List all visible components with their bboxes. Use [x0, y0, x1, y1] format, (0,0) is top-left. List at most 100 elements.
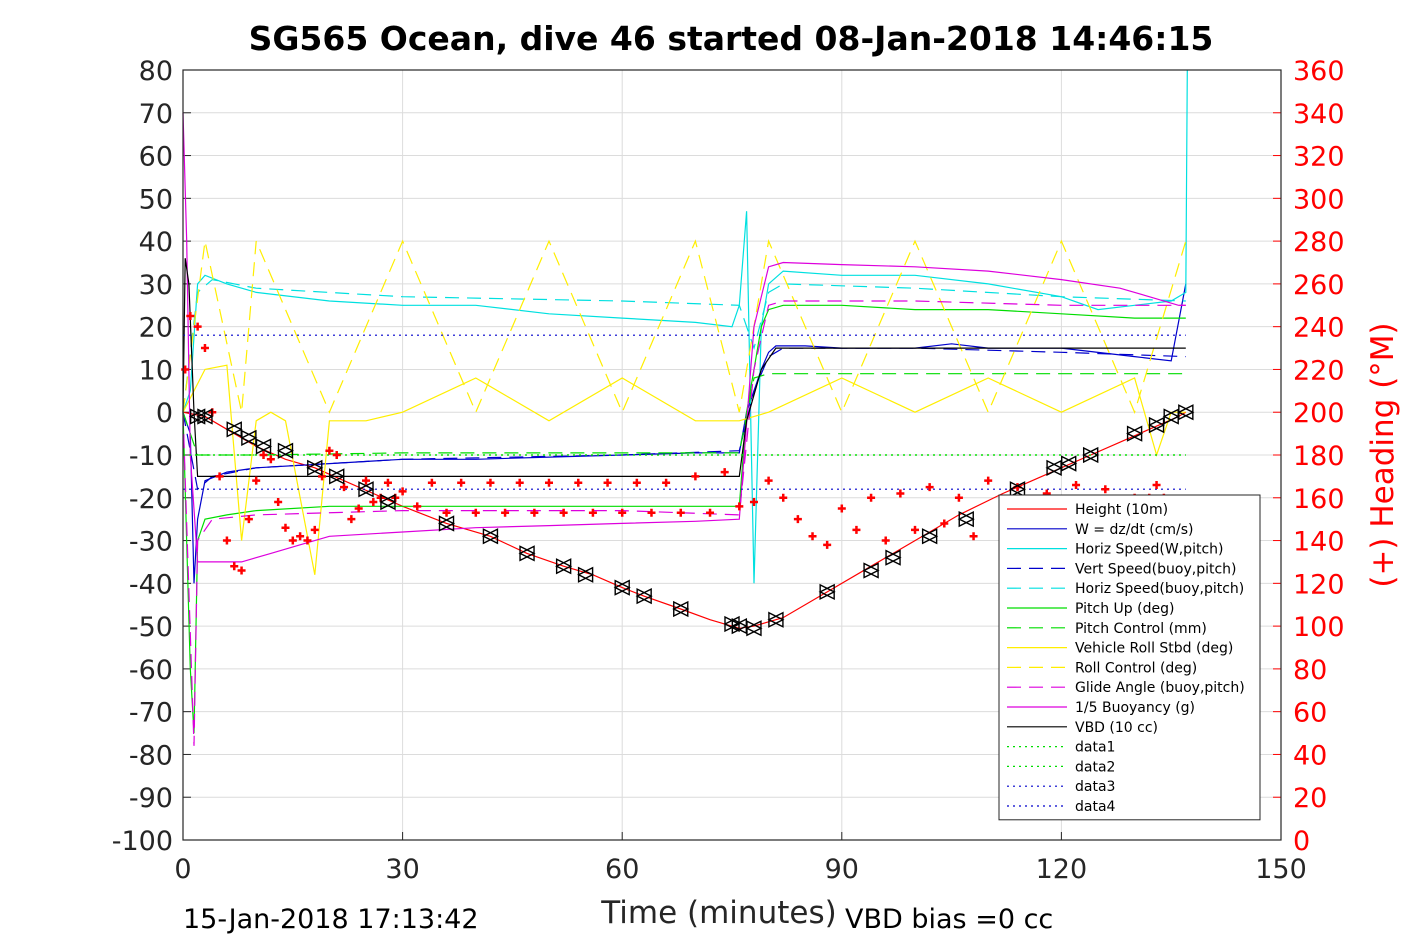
depth-marker — [518, 545, 536, 562]
legend-label: Horiz Speed(buoy,pitch) — [1075, 581, 1244, 597]
heading-point — [325, 446, 334, 455]
heading-point — [969, 532, 978, 541]
y-left-tick-label: -10 — [129, 441, 173, 472]
heading-point — [881, 536, 890, 545]
y-right-tick-label: 320 — [1293, 142, 1345, 173]
heading-point — [823, 540, 832, 549]
x-tick-label: 120 — [1036, 854, 1088, 885]
y-left-tick-label: 60 — [139, 142, 173, 173]
y-right-tick-label: 260 — [1293, 270, 1345, 301]
depth-marker — [745, 620, 763, 637]
y-right-tick-label: 360 — [1293, 56, 1345, 87]
heading-point — [808, 532, 817, 541]
heading-point — [632, 478, 641, 487]
depth-marker — [254, 438, 273, 455]
y-right-tick-label: 160 — [1293, 484, 1345, 515]
depth-marker — [818, 583, 836, 601]
x-tick-label: 90 — [825, 854, 859, 885]
y-right-tick-label: 220 — [1293, 355, 1345, 386]
depth-marker — [555, 558, 573, 575]
heading-point — [925, 483, 934, 492]
y-left-tick-label: -100 — [112, 826, 173, 857]
depth-marker — [884, 549, 902, 566]
legend-label: W = dz/dt (cm/s) — [1075, 522, 1194, 538]
heading-point — [852, 525, 861, 534]
depth-marker — [379, 493, 397, 511]
series-line-4 — [182, 278, 1186, 413]
y-left-tick-label: 30 — [139, 270, 173, 301]
heading-point — [1152, 480, 1161, 489]
heading-point — [545, 478, 553, 487]
depth-marker — [1147, 416, 1166, 434]
depth-marker — [328, 468, 346, 485]
heading-point — [281, 523, 290, 532]
legend-label: Height (10m) — [1075, 502, 1168, 518]
legend-label: Pitch Control (mm) — [1075, 621, 1207, 637]
heading-point — [200, 344, 209, 353]
heading-point — [501, 508, 510, 517]
heading-point — [735, 502, 744, 511]
heading-point — [530, 508, 539, 517]
heading-point — [1072, 480, 1081, 489]
y-left-tick-label: 70 — [139, 99, 173, 130]
y-right-tick-label: 300 — [1293, 184, 1345, 215]
depth-marker — [672, 600, 690, 618]
heading-point — [954, 493, 963, 502]
heading-point — [720, 468, 729, 477]
y-left-tick-label: 50 — [139, 184, 173, 215]
y-left-tick-label: -30 — [129, 527, 173, 558]
heading-point — [515, 478, 524, 487]
y-right-tick-label: 340 — [1293, 99, 1345, 130]
depth-marker — [225, 421, 243, 438]
legend-label: data4 — [1075, 799, 1116, 815]
y-left-tick-label: 20 — [139, 313, 173, 344]
y-left-tick-label: 80 — [139, 56, 173, 87]
y-right-tick-label: 200 — [1293, 398, 1345, 429]
heading-point — [266, 455, 275, 464]
legend-label: VBD (10 cc) — [1075, 720, 1158, 736]
heading-point — [486, 478, 495, 487]
footer-timestamp: 15-Jan-2018 17:13:42 — [183, 904, 479, 935]
depth-marker — [862, 562, 880, 579]
y-right-tick-label: 80 — [1293, 655, 1327, 686]
heading-point — [984, 476, 993, 485]
depth-marker — [635, 588, 653, 605]
depth-marker — [1008, 481, 1027, 498]
depth-marker — [306, 459, 324, 476]
legend: Height (10m) W = dz/dt (cm/s) Horiz Speed(… — [998, 494, 1261, 821]
heading-point — [347, 515, 356, 524]
legend-label: data2 — [1075, 759, 1115, 775]
axis-ticks: 0 30 60 90 120 15080706050403020100-10-20-30-… — [112, 56, 1345, 885]
y-left-tick-label: -20 — [129, 484, 173, 515]
y-right-tick-label: 180 — [1293, 441, 1345, 472]
legend-label: data1 — [1075, 740, 1115, 756]
series-line-10 — [182, 112, 1186, 563]
x-tick-label: 60 — [605, 854, 639, 885]
plot-frame — [182, 69, 1282, 841]
heading-point — [691, 472, 700, 481]
y-right-tick-label: 20 — [1293, 783, 1327, 814]
heading-point — [369, 498, 378, 507]
y-right-tick-label: 140 — [1293, 527, 1345, 558]
heading-point — [559, 508, 568, 517]
heading-point — [230, 562, 239, 571]
y-right-tick-label: 240 — [1293, 313, 1345, 344]
depth-marker — [957, 511, 975, 528]
series-line-7 — [182, 364, 1186, 575]
legend-label: Glide Angle (buoy,pitch) — [1075, 680, 1245, 696]
heading-point — [618, 508, 627, 517]
heading-point — [303, 536, 312, 545]
heading-point — [215, 472, 224, 481]
heading-point — [1101, 485, 1110, 494]
heading-point — [259, 451, 268, 459]
y-left-tick-label: 40 — [139, 227, 173, 258]
heading-point — [186, 311, 195, 320]
heading-point — [603, 478, 612, 487]
legend-label: Horiz Speed(W,pitch) — [1075, 542, 1223, 558]
heading-point — [193, 322, 202, 331]
heading-point — [574, 478, 583, 487]
y-right-tick-label: 100 — [1293, 612, 1345, 643]
y-right-tick-label: 120 — [1293, 569, 1345, 600]
series-line-2 — [182, 69, 1188, 584]
